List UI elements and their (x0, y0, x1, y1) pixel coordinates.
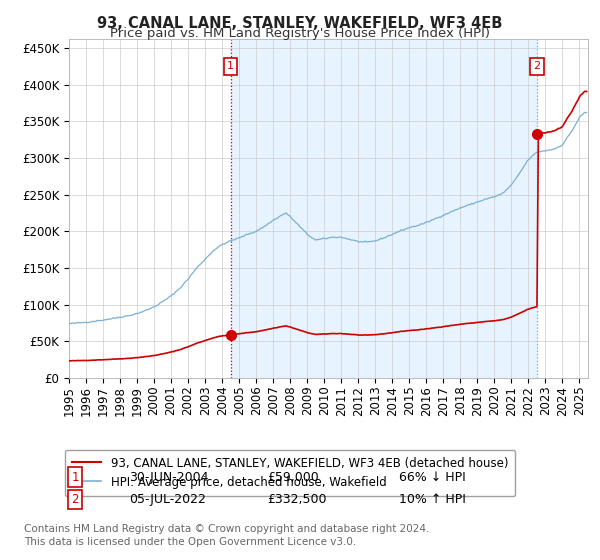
Legend: 93, CANAL LANE, STANLEY, WAKEFIELD, WF3 4EB (detached house), HPI: Average price: 93, CANAL LANE, STANLEY, WAKEFIELD, WF3 … (65, 450, 515, 496)
Text: Price paid vs. HM Land Registry's House Price Index (HPI): Price paid vs. HM Land Registry's House … (110, 27, 490, 40)
Text: 30-JUN-2004: 30-JUN-2004 (129, 470, 209, 484)
Text: Contains HM Land Registry data © Crown copyright and database right 2024.: Contains HM Land Registry data © Crown c… (24, 524, 430, 534)
Text: 66% ↓ HPI: 66% ↓ HPI (399, 470, 466, 484)
Text: 1: 1 (227, 61, 234, 71)
Text: £332,500: £332,500 (267, 493, 326, 506)
Text: 2: 2 (533, 61, 541, 71)
Text: 93, CANAL LANE, STANLEY, WAKEFIELD, WF3 4EB: 93, CANAL LANE, STANLEY, WAKEFIELD, WF3 … (97, 16, 503, 31)
Text: This data is licensed under the Open Government Licence v3.0.: This data is licensed under the Open Gov… (24, 536, 356, 547)
Text: 10% ↑ HPI: 10% ↑ HPI (399, 493, 466, 506)
Text: 1: 1 (71, 470, 79, 484)
Bar (230, 39, 537, 378)
Text: 05-JUL-2022: 05-JUL-2022 (129, 493, 206, 506)
Text: £59,000: £59,000 (267, 470, 319, 484)
Text: 2: 2 (71, 493, 79, 506)
